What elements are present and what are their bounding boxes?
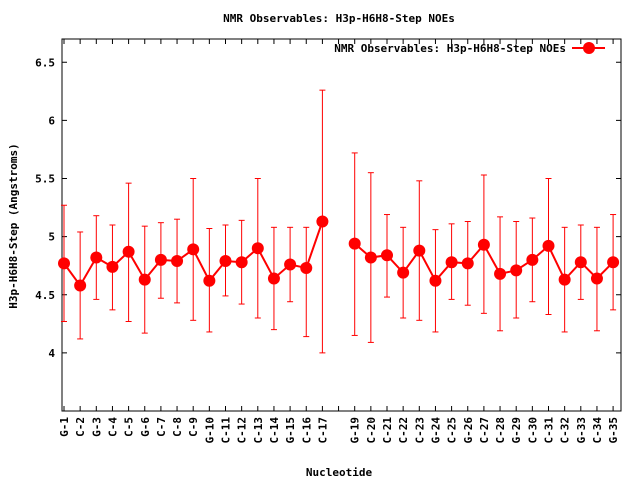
data-point	[381, 249, 393, 262]
data-point	[510, 264, 523, 277]
data-point	[187, 243, 200, 256]
x-tick-label: C-25	[446, 417, 459, 444]
legend-marker	[583, 42, 595, 54]
data-point	[364, 251, 377, 264]
legend: NMR Observables: H3p-H6H8-Step NOEs	[334, 42, 605, 55]
x-tick-label: G-29	[510, 417, 523, 444]
data-point	[429, 274, 442, 287]
data-point	[154, 253, 167, 266]
x-tick-label: G-15	[284, 417, 297, 444]
x-tick-label: C-13	[252, 417, 265, 444]
data-point	[477, 238, 490, 251]
legend-label: NMR Observables: H3p-H6H8-Step NOEs	[334, 42, 566, 55]
y-axis-label: H3p-H6H8-Step (Angstroms)	[7, 143, 20, 309]
x-tick-label: C-11	[220, 417, 233, 444]
data-point	[284, 258, 297, 271]
data-point	[461, 257, 474, 270]
data-point	[348, 237, 361, 250]
x-tick-label: C-8	[171, 417, 184, 437]
x-tick-label: C-9	[187, 417, 200, 437]
x-tick-label: C-28	[494, 417, 507, 444]
data-point	[251, 242, 264, 255]
data-point	[413, 244, 426, 257]
x-tick-label: C-2	[74, 417, 87, 437]
series-points	[58, 215, 620, 292]
data-point	[316, 215, 329, 228]
chart-title: NMR Observables: H3p-H6H8-Step NOEs	[223, 12, 455, 25]
data-point	[219, 255, 232, 268]
x-tick-label: C-34	[591, 417, 604, 444]
error-bars	[61, 89, 617, 354]
y-axis: 4 4.5 5 5.5 6 6.5	[35, 56, 621, 360]
y-tick-label: 6	[48, 114, 55, 127]
x-tick-label: G-19	[349, 417, 362, 444]
data-point	[558, 273, 571, 286]
data-point	[171, 255, 184, 268]
x-tick-label: C-16	[300, 417, 313, 444]
data-point	[74, 279, 87, 292]
x-tick-label: G-6	[139, 417, 152, 437]
x-tick-label: C-20	[365, 417, 378, 444]
x-tick-label: G-35	[607, 417, 620, 444]
data-point	[106, 260, 119, 273]
data-point	[397, 266, 410, 279]
x-tick-label: C-12	[236, 417, 249, 444]
plot-border	[61, 38, 622, 412]
x-tick-label: G-3	[90, 417, 103, 437]
x-tick-label: C-7	[155, 417, 168, 437]
y-tick-label: 5.5	[35, 173, 55, 186]
x-tick-label: C-23	[413, 417, 426, 444]
x-tick-label: C-17	[316, 417, 329, 444]
data-point	[300, 262, 313, 275]
x-tick-label: C-14	[268, 417, 281, 444]
x-tick-label: G-10	[203, 417, 216, 444]
x-tick-label: G-26	[462, 417, 475, 444]
data-point	[235, 256, 248, 269]
x-axis-label: Nucleotide	[306, 466, 373, 479]
y-tick-label: 5	[48, 231, 55, 244]
x-tick-label: C-21	[381, 417, 394, 444]
x-tick-label: C-22	[397, 417, 410, 444]
x-tick-label: C-30	[526, 417, 539, 444]
x-tick-label: C-27	[478, 417, 491, 444]
data-point	[90, 251, 103, 264]
data-point	[445, 256, 458, 269]
x-tick-label: C-32	[559, 417, 572, 444]
data-point	[58, 257, 70, 270]
y-tick-label: 6.5	[35, 56, 55, 69]
data-point	[203, 274, 216, 287]
data-point	[138, 273, 151, 286]
x-tick-label: C-4	[106, 417, 119, 437]
data-point	[267, 272, 280, 285]
data-point	[526, 253, 539, 266]
data-point	[542, 239, 555, 252]
data-point	[607, 256, 620, 269]
data-point	[590, 272, 603, 285]
data-point	[574, 256, 587, 269]
x-tick-label: G-1	[58, 417, 71, 437]
x-tick-label: C-31	[543, 417, 556, 444]
x-tick-label: G-24	[429, 417, 442, 444]
y-tick-label: 4	[48, 347, 55, 360]
data-point	[494, 267, 507, 280]
x-tick-label: C-5	[123, 417, 136, 437]
data-point	[122, 245, 135, 258]
x-axis: G-1 C-2 G-3 C-4 C-5 G-6 C-7 C-8 C-9 G-10 C-11 C-12 C…	[58, 39, 620, 444]
x-tick-label: G-33	[575, 417, 588, 444]
y-tick-label: 4.5	[35, 289, 55, 302]
